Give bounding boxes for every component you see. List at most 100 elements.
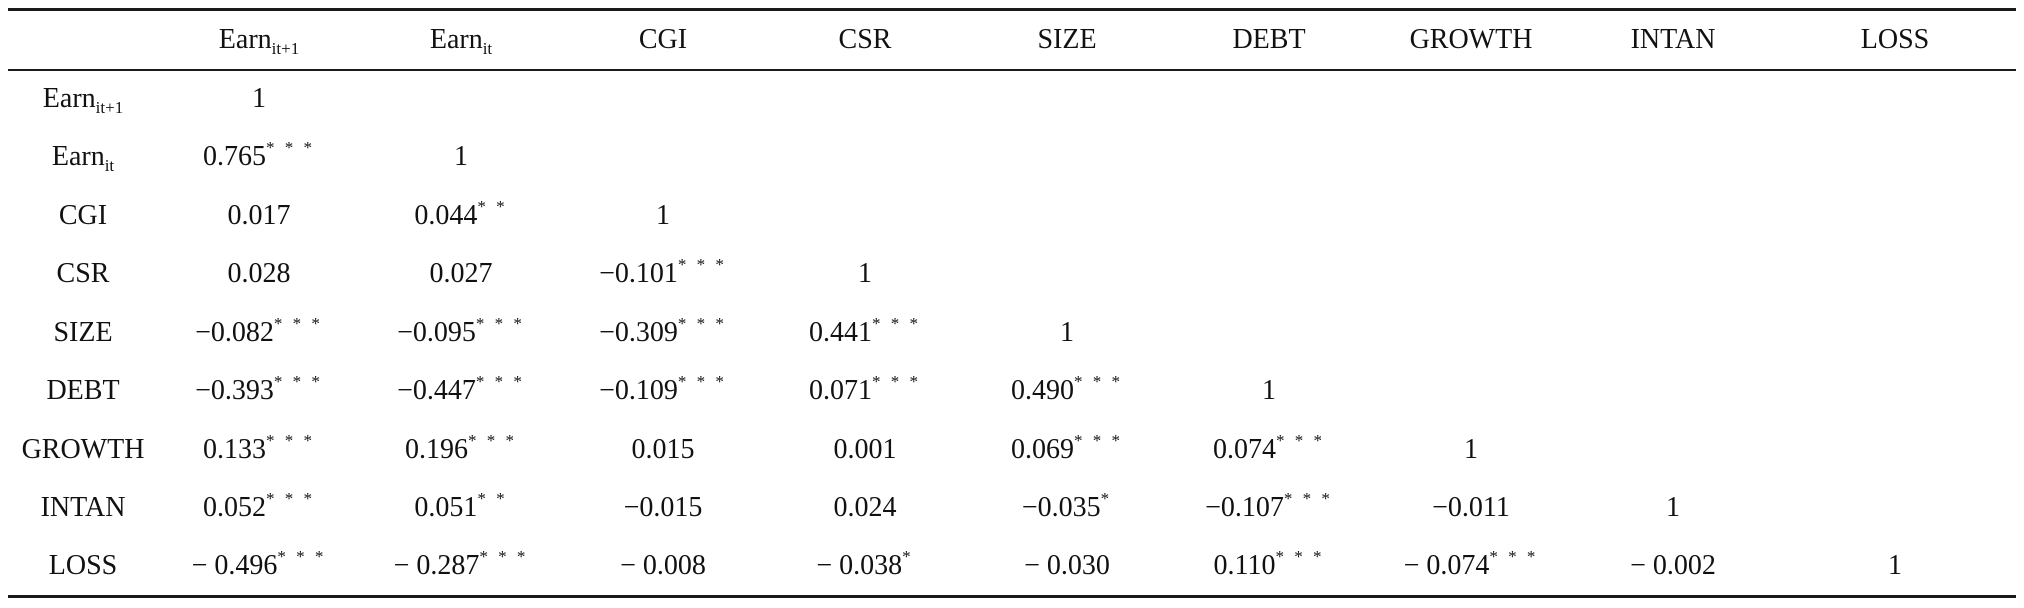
table-row: DEBT −0.393* * * −0.447* * * −0.109* * * 0.0…: [8, 362, 2016, 421]
label-base-text: Earn: [51, 141, 105, 173]
table-cell: [1168, 187, 1370, 246]
significance-stars: * * *: [475, 313, 525, 333]
table-cell: 0.765* * *: [158, 128, 360, 187]
column-header-earn-it-1: Earnit+1: [158, 10, 360, 70]
label-base-text: CSR: [838, 23, 892, 55]
table-cell: 0.133* * *: [158, 421, 360, 480]
label-base-text: SIZE: [1037, 23, 1097, 55]
column-header-debt: DEBT: [1168, 10, 1370, 70]
significance-stars: * * *: [872, 313, 921, 333]
label-base-text: Earn: [429, 23, 483, 55]
table-cell: [1168, 245, 1370, 304]
significance-stars: * * *: [872, 372, 921, 392]
cell-value: 0.074: [1213, 433, 1276, 465]
table-cell: [1572, 245, 1774, 304]
significance-stars: * * *: [266, 489, 315, 509]
table-cell: 0.110* * *: [1168, 538, 1370, 597]
label-base-text: INTAN: [1630, 23, 1716, 55]
significance-stars: * * *: [1283, 489, 1333, 509]
table-cell: 0.028: [158, 245, 360, 304]
significance-stars: * * *: [1275, 547, 1325, 566]
table-cell: [1572, 362, 1774, 421]
cell-value: −0.109: [599, 375, 678, 407]
cell-value: 1: [1888, 550, 1902, 581]
table-cell: −0.393* * *: [158, 362, 360, 421]
table-cell: −0.101* * *: [562, 245, 764, 304]
cell-value: 0.044: [414, 199, 478, 231]
table-cell: −0.109* * *: [562, 362, 764, 421]
cell-value: 1: [1464, 433, 1478, 465]
label-base-text: CGI: [58, 199, 108, 231]
significance-stars: * * *: [677, 255, 727, 275]
cell-value: 1: [1060, 316, 1074, 348]
cell-value: 0.441: [809, 316, 872, 348]
table-row: SIZE −0.082* * * −0.095* * * −0.309* * * 0.4…: [8, 304, 2016, 363]
cell-value: −0.015: [623, 492, 703, 524]
table-cell: −0.035*: [966, 479, 1168, 538]
table-cell: − 0.038*: [764, 538, 966, 597]
table-cell: [1774, 362, 2016, 421]
table-cell: [1168, 128, 1370, 187]
row-label-growth: GROWTH: [8, 421, 158, 480]
table-cell: [1370, 245, 1572, 304]
table-cell: [764, 128, 966, 187]
label-base-text: INTAN: [40, 492, 126, 524]
table-cell: 1: [764, 245, 966, 304]
cell-value: 0.196: [405, 433, 468, 465]
row-label-earn-it-1: Earnit+1: [8, 70, 158, 129]
table-cell: 0.490* * *: [966, 362, 1168, 421]
table-cell: [1572, 70, 1774, 129]
cell-value: 0.069: [1011, 433, 1074, 465]
cell-value: − 0.496: [191, 550, 278, 581]
table-cell: 0.051* *: [360, 479, 562, 538]
column-header-cgi: CGI: [562, 10, 764, 70]
table-body: Earnit+1 1 Earnit 0.765* * * 1 CGI 0.017 0.044*…: [8, 70, 2016, 597]
table-cell: [562, 70, 764, 129]
cell-value: 0.017: [227, 199, 291, 231]
cell-value: − 0.030: [1024, 550, 1110, 581]
table-cell: − 0.496* * *: [158, 538, 360, 597]
significance-stars: * * *: [479, 547, 529, 566]
cell-value: −0.309: [599, 316, 678, 348]
table-cell: 0.071* * *: [764, 362, 966, 421]
significance-stars: * * *: [1276, 430, 1325, 450]
table-cell: [764, 70, 966, 129]
table-cell: [966, 187, 1168, 246]
table-cell: [360, 70, 562, 129]
cell-value: −0.011: [1432, 492, 1510, 524]
table-cell: − 0.287* * *: [360, 538, 562, 597]
table-row: GROWTH 0.133* * * 0.196* * * 0.015 0.001 0.06…: [8, 421, 2016, 480]
label-base-text: LOSS: [48, 550, 118, 581]
cell-value: −0.107: [1205, 492, 1284, 524]
table-cell: [1774, 421, 2016, 480]
correlation-table-container: Earnit+1 Earnit CGI CSR SIZE DEBT GROWTH INTAN L…: [8, 8, 2016, 598]
row-label-size: SIZE: [8, 304, 158, 363]
table-cell: [1572, 421, 1774, 480]
cell-value: 1: [454, 141, 468, 173]
label-base-text: GROWTH: [1409, 23, 1533, 55]
column-header-size: SIZE: [966, 10, 1168, 70]
table-cell: 1: [1370, 421, 1572, 480]
table-row: Earnit 0.765* * * 1: [8, 128, 2016, 187]
table-cell: [1370, 128, 1572, 187]
significance-stars: * * *: [677, 372, 727, 392]
significance-stars: * * *: [677, 313, 727, 333]
label-subscript: it: [482, 38, 493, 58]
table-cell: −0.107* * *: [1168, 479, 1370, 538]
cell-value: 0.052: [203, 492, 266, 524]
label-base-text: LOSS: [1860, 23, 1930, 55]
table-row: CGI 0.017 0.044* * 1: [8, 187, 2016, 246]
cell-value: −0.082: [195, 316, 274, 348]
cell-value: 0.110: [1213, 550, 1276, 581]
table-cell: 0.001: [764, 421, 966, 480]
cell-value: 1: [252, 83, 266, 115]
column-header-csr: CSR: [764, 10, 966, 70]
label-base-text: SIZE: [53, 316, 113, 348]
table-cell: 0.074* * *: [1168, 421, 1370, 480]
table-cell: [966, 70, 1168, 129]
cell-value: 0.001: [833, 433, 897, 465]
corner-cell: [8, 10, 158, 70]
table-cell: −0.447* * *: [360, 362, 562, 421]
label-base-text: GROWTH: [21, 433, 145, 465]
cell-value: 0.024: [833, 492, 897, 524]
